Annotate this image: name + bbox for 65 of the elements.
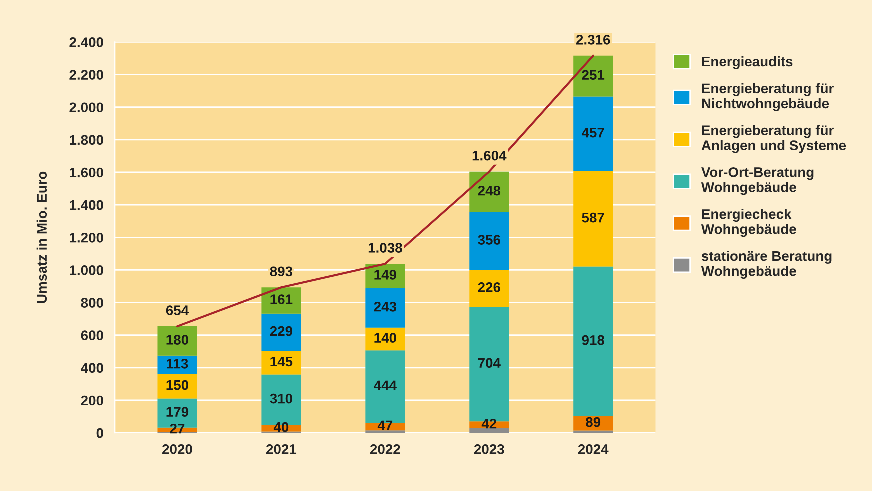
bar bbox=[470, 270, 510, 308]
bar bbox=[470, 212, 510, 270]
legend-label: Energieaudits bbox=[702, 56, 793, 70]
data-label: 918 bbox=[582, 335, 605, 346]
bar bbox=[470, 428, 510, 434]
x-tick-label: 2021 bbox=[266, 444, 297, 454]
y-tick-label: 1.000 bbox=[70, 266, 104, 276]
y-tick-label: 1.600 bbox=[70, 168, 104, 178]
y-tick-label: 1.800 bbox=[70, 135, 104, 146]
data-label: 89 bbox=[586, 417, 601, 428]
data-label: 457 bbox=[582, 128, 604, 138]
bar bbox=[262, 314, 302, 352]
data-label: 704 bbox=[478, 358, 501, 368]
data-label: 248 bbox=[478, 186, 501, 196]
bar bbox=[574, 266, 614, 416]
data-label: 251 bbox=[582, 70, 605, 80]
data-label: 161 bbox=[270, 294, 293, 304]
data-label: 2.316 bbox=[576, 34, 610, 45]
data-label: 356 bbox=[478, 235, 500, 245]
bar bbox=[574, 171, 614, 267]
legend-label: Energieberatung für Anlagen und Systeme bbox=[702, 125, 846, 154]
data-label: 654 bbox=[166, 306, 189, 316]
data-label: 310 bbox=[270, 394, 292, 404]
y-tick-label: 200 bbox=[81, 396, 104, 406]
data-label: 149 bbox=[374, 270, 396, 280]
data-label: 229 bbox=[270, 326, 293, 336]
bar bbox=[366, 288, 406, 328]
y-tick-label: 0 bbox=[96, 428, 104, 438]
data-label: 180 bbox=[166, 335, 189, 345]
y-tick-label: 600 bbox=[81, 330, 104, 341]
data-label: 1.038 bbox=[368, 243, 402, 253]
x-tick-label: 2024 bbox=[578, 444, 609, 454]
data-label: 150 bbox=[166, 380, 189, 390]
y-tick-label: 2.000 bbox=[70, 102, 104, 113]
data-label: 42 bbox=[482, 418, 497, 429]
x-tick-label: 2020 bbox=[162, 444, 192, 454]
y-tick-label: 2.400 bbox=[70, 38, 104, 48]
data-label: 243 bbox=[374, 302, 397, 312]
bar bbox=[262, 351, 302, 375]
legend-label: Energieberatung für Nichtwohngebäude bbox=[702, 83, 834, 112]
data-label: 140 bbox=[374, 333, 396, 343]
data-label: 179 bbox=[166, 407, 189, 418]
data-label: 444 bbox=[374, 380, 397, 390]
bar bbox=[158, 326, 198, 356]
y-tick-label: 1.200 bbox=[70, 232, 104, 243]
data-label: 587 bbox=[582, 212, 604, 223]
y-tick-label: 1.400 bbox=[70, 200, 104, 210]
y-tick-label: 400 bbox=[81, 363, 104, 374]
data-label: 113 bbox=[167, 358, 188, 369]
x-tick-label: 2022 bbox=[370, 444, 400, 454]
data-label: 145 bbox=[270, 356, 293, 367]
bar bbox=[574, 96, 614, 172]
data-label: 893 bbox=[270, 266, 293, 277]
y-axis-title: Umsatz in Mio. Euro bbox=[36, 172, 48, 304]
y-tick-label: 800 bbox=[81, 298, 104, 308]
data-label: 226 bbox=[478, 282, 500, 292]
bar bbox=[574, 56, 614, 97]
bar bbox=[366, 430, 406, 434]
legend-label: stationäre Beratung Wohngebäude bbox=[701, 250, 832, 279]
data-label: 47 bbox=[378, 420, 393, 430]
data-label: 1.604 bbox=[472, 150, 507, 161]
y-tick-label: 2.200 bbox=[70, 70, 104, 80]
legend-label: Vor-Ort-Beratung Wohngebäude bbox=[701, 168, 814, 196]
legend-label: Energiecheck Wohngebäude bbox=[701, 209, 796, 238]
x-tick-label: 2023 bbox=[474, 444, 504, 454]
